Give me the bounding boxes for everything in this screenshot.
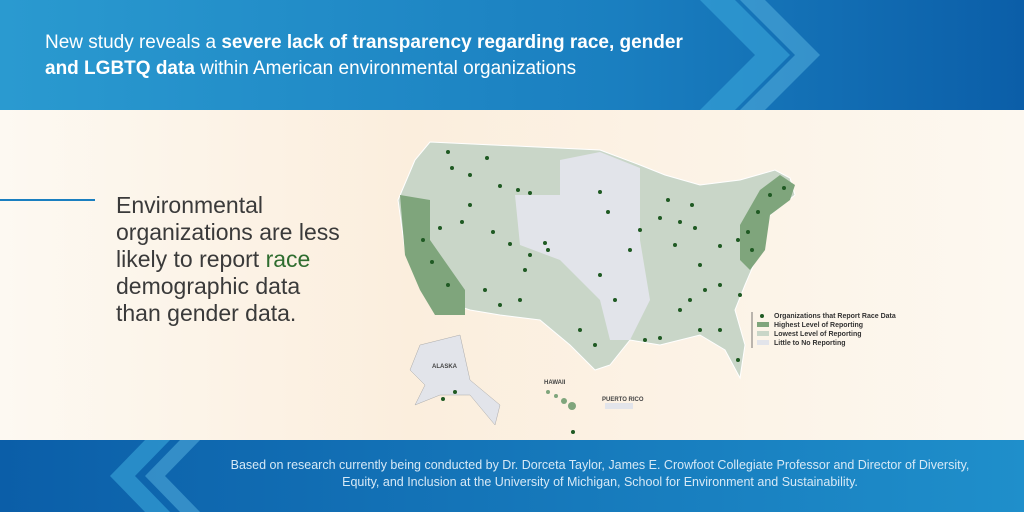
organization-dot: [718, 283, 722, 287]
organization-dot: [638, 228, 642, 232]
organization-dot: [678, 220, 682, 224]
organization-dot: [528, 191, 532, 195]
us-map: ALASKA HAWAII PUERTO RICO Organizations …: [397, 141, 896, 434]
organization-dot: [756, 210, 760, 214]
statement-highlight: race: [265, 246, 311, 272]
organization-dot: [718, 328, 722, 332]
organization-dot: [666, 198, 670, 202]
organization-dot: [658, 216, 662, 220]
hawaii: [546, 390, 576, 410]
map-label: PUERTO RICO: [602, 397, 644, 403]
organization-dot: [543, 241, 547, 245]
organization-dot: [518, 298, 522, 302]
organization-dot: [678, 308, 682, 312]
organization-dot: [450, 166, 454, 170]
organization-dot: [750, 248, 754, 252]
organization-dot: [491, 230, 495, 234]
footer-text: Based on research currently being conduc…: [230, 458, 970, 489]
organization-dot: [498, 303, 502, 307]
legend-label: Lowest Level of Reporting: [774, 331, 862, 338]
organization-dot: [485, 156, 489, 160]
organization-dot: [698, 328, 702, 332]
statement-text: demographic data than gender data.: [116, 273, 301, 326]
organization-dot: [613, 298, 617, 302]
organization-dot: [703, 288, 707, 292]
header-band: New study reveals a severe lack of trans…: [0, 0, 1024, 110]
legend-label: Highest Level of Reporting: [774, 322, 863, 329]
organization-dot: [498, 184, 502, 188]
organization-dot: [738, 293, 742, 297]
organization-dot: [421, 238, 425, 242]
organization-dot: [606, 210, 610, 214]
organization-dot: [598, 273, 602, 277]
organization-dot: [446, 283, 450, 287]
organization-dot: [598, 190, 602, 194]
footer-chevrons: [110, 440, 200, 512]
legend-label: Organizations that Report Race Data: [774, 313, 896, 320]
header-text-plain: New study reveals a: [45, 32, 222, 53]
organization-dot: [468, 203, 472, 207]
organization-dot: [643, 338, 647, 342]
legend-label: Little to No Reporting: [774, 340, 846, 347]
high-reporting-northeast: [740, 175, 795, 270]
organization-dot: [628, 248, 632, 252]
organization-dot: [578, 328, 582, 332]
organization-dot: [736, 358, 740, 362]
accent-rule: [0, 199, 95, 201]
puerto-rico: [605, 403, 633, 409]
statement: Environmental organizations are less lik…: [116, 192, 346, 327]
organization-dot: [430, 260, 434, 264]
legend-swatch: [757, 340, 769, 345]
legend-swatch: [757, 331, 769, 336]
organization-dot: [468, 173, 472, 177]
organization-dot: [673, 243, 677, 247]
organization-dot: [453, 390, 457, 394]
organization-dot: [460, 220, 464, 224]
organization-dot: [593, 343, 597, 347]
organization-dot: [523, 268, 527, 272]
organization-dot: [546, 248, 550, 252]
organization-dot: [736, 238, 740, 242]
organization-dot: [688, 298, 692, 302]
map-label: ALASKA: [432, 364, 458, 370]
organization-dot: [438, 226, 442, 230]
organization-dot: [718, 244, 722, 248]
organization-dot: [693, 226, 697, 230]
header-text-bold: severe lack of transparency regarding ra…: [45, 32, 683, 79]
organization-dot: [698, 263, 702, 267]
header-text: New study reveals a severe lack of trans…: [45, 30, 685, 82]
header-text-plain: within American environmental organizati…: [194, 58, 577, 79]
organization-dot: [658, 336, 662, 340]
little-reporting-region: [515, 152, 650, 340]
alaska: [409, 334, 501, 426]
organization-dot: [571, 430, 575, 434]
header-chevrons: [700, 0, 820, 110]
organization-dot: [768, 193, 772, 197]
organization-dots: [421, 150, 786, 434]
organization-dot: [441, 397, 445, 401]
legend-swatch: [760, 314, 764, 318]
organization-dot: [483, 288, 487, 292]
organization-dot: [516, 188, 520, 192]
organization-dot: [746, 230, 750, 234]
legend-swatch: [757, 322, 769, 327]
organization-dot: [446, 150, 450, 154]
footer-band: Based on research currently being conduc…: [0, 440, 1024, 512]
organization-dot: [528, 253, 532, 257]
organization-dot: [508, 242, 512, 246]
statement-text: Environmental organizations are less lik…: [116, 192, 340, 272]
organization-dot: [782, 186, 786, 190]
organization-dot: [690, 203, 694, 207]
map-label: HAWAII: [544, 380, 566, 386]
